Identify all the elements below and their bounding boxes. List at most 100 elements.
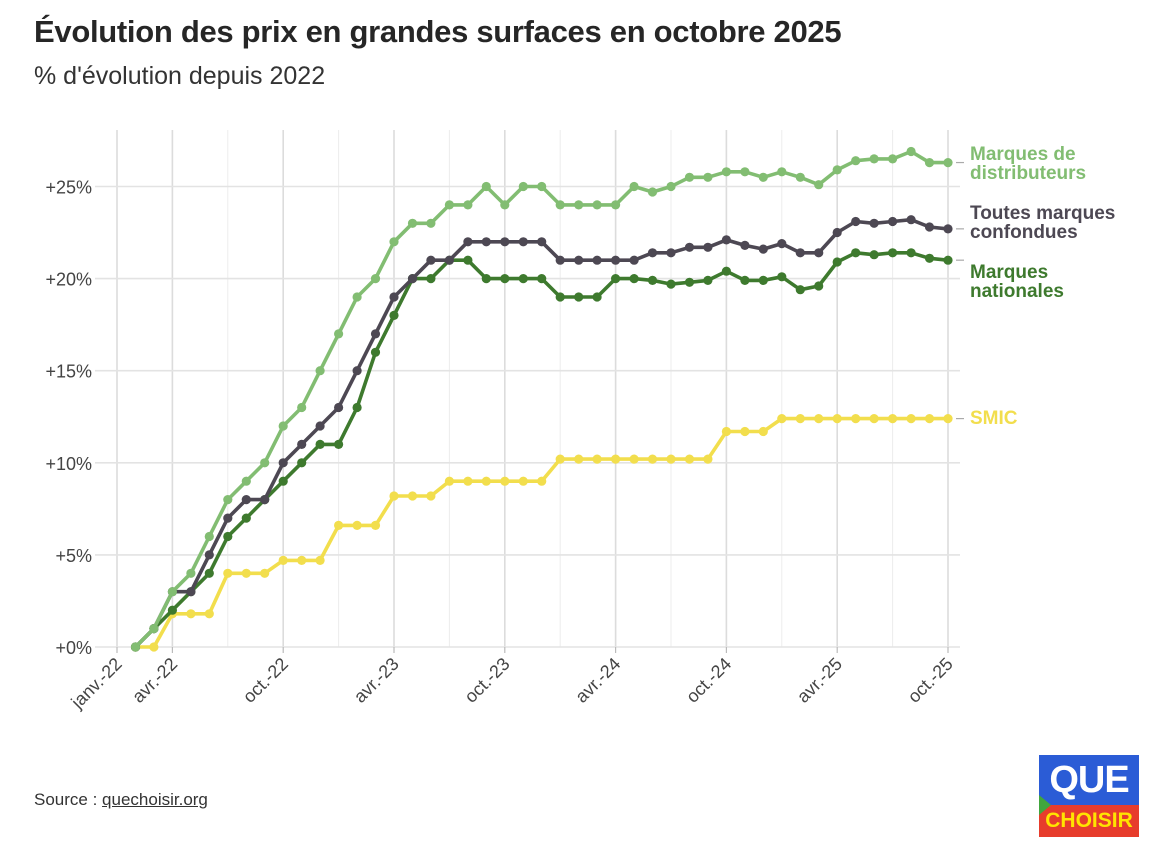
source-link[interactable]: quechoisir.org — [102, 790, 208, 809]
data-point — [740, 240, 750, 250]
x-tick-label: janv.-22 — [67, 654, 126, 713]
data-point — [647, 454, 658, 464]
data-point — [832, 227, 842, 238]
data-point — [851, 414, 861, 424]
x-tick-label: avr.-25 — [793, 654, 846, 707]
data-point — [204, 550, 214, 560]
data-point — [943, 255, 953, 265]
y-tick-label: +10% — [45, 454, 92, 474]
data-point — [629, 181, 639, 192]
data-point — [241, 568, 251, 578]
data-point — [721, 426, 732, 437]
data-point — [851, 248, 861, 258]
y-tick-label: +5% — [55, 546, 92, 566]
data-point — [444, 200, 454, 210]
data-point — [795, 414, 805, 424]
data-point — [795, 172, 805, 182]
data-point — [315, 366, 325, 376]
data-point — [204, 609, 214, 619]
data-point — [370, 520, 381, 531]
data-point — [777, 239, 787, 249]
data-point — [758, 426, 768, 437]
data-point — [851, 156, 861, 166]
data-point — [463, 476, 473, 486]
data-point — [684, 454, 695, 464]
data-point — [407, 274, 418, 284]
data-point — [278, 555, 288, 566]
data-point — [481, 181, 491, 192]
x-tick-label: avr.-24 — [571, 654, 624, 707]
data-point — [500, 200, 510, 210]
data-point — [370, 329, 381, 339]
data-point — [869, 414, 879, 424]
data-point — [721, 167, 732, 177]
data-point — [924, 158, 935, 168]
data-point — [611, 200, 621, 210]
data-point — [574, 454, 584, 464]
data-point — [574, 200, 584, 210]
data-point — [223, 495, 233, 505]
series-label: confondues — [970, 222, 1078, 243]
data-point — [777, 167, 787, 177]
data-point — [444, 255, 454, 265]
data-point — [481, 274, 491, 284]
data-point — [647, 248, 658, 258]
data-point — [758, 275, 768, 285]
data-point — [666, 181, 676, 192]
series-line — [133, 217, 950, 649]
data-point — [721, 266, 732, 276]
data-point — [906, 414, 916, 424]
data-point — [795, 248, 805, 258]
data-point — [278, 476, 288, 486]
data-point — [832, 414, 842, 424]
data-point — [647, 187, 658, 197]
data-point — [629, 255, 639, 265]
data-point — [758, 172, 768, 182]
data-point — [260, 495, 270, 505]
data-point — [186, 609, 196, 619]
data-point — [500, 476, 510, 486]
data-point — [389, 491, 399, 501]
y-tick-label: +25% — [45, 178, 92, 198]
logo-top-text: QUE — [1039, 755, 1139, 805]
data-point — [315, 421, 325, 431]
data-point — [666, 454, 676, 464]
data-point — [869, 154, 879, 164]
axis-labels: +0% +5% +10% +15% +20% +25% janv.-22 avr.-22 oct… — [45, 178, 956, 713]
data-point — [370, 347, 381, 357]
data-point — [444, 476, 454, 486]
data-point — [260, 458, 270, 468]
data-point — [537, 237, 547, 247]
data-point — [814, 248, 824, 258]
data-point — [463, 237, 473, 247]
data-point — [426, 491, 436, 501]
data-point — [260, 568, 270, 578]
data-point — [943, 158, 953, 168]
data-point — [278, 458, 288, 468]
grid-lines — [95, 130, 960, 648]
data-point — [518, 476, 528, 486]
data-point — [721, 235, 732, 245]
data-point — [334, 402, 344, 413]
data-point — [407, 218, 418, 228]
data-point — [389, 237, 399, 247]
data-point — [943, 224, 953, 234]
data-point — [869, 250, 879, 260]
data-point — [334, 520, 344, 531]
series-label: distributeurs — [970, 163, 1086, 184]
data-point — [426, 255, 436, 265]
data-point — [703, 275, 713, 285]
data-point — [592, 292, 602, 302]
data-point — [888, 414, 898, 424]
data-point — [481, 476, 491, 486]
data-point — [297, 439, 307, 449]
data-point — [186, 587, 196, 597]
data-point — [352, 366, 362, 376]
series-label: SMIC — [970, 408, 1018, 429]
data-point — [278, 421, 288, 431]
data-point — [389, 292, 399, 302]
data-point — [574, 292, 584, 302]
data-point — [943, 414, 953, 424]
